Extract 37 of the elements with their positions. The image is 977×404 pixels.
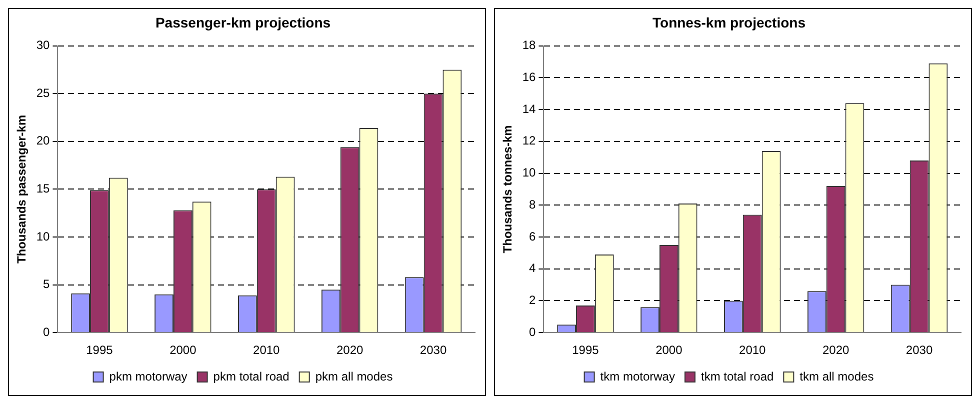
y-tick-label: 0 — [43, 324, 50, 339]
legend-label: tkm all modes — [800, 369, 874, 384]
y-tick-label: 25 — [36, 86, 50, 100]
y-tick-label: 0 — [529, 324, 536, 339]
legend-label: tkm total road — [700, 369, 774, 384]
x-tick-label: 2030 — [906, 343, 933, 358]
y-tick-label: 2 — [529, 293, 536, 308]
x-tick-label: 2010 — [739, 343, 766, 358]
y-tick-label: 5 — [43, 277, 50, 292]
y-tick-label: 14 — [522, 102, 536, 116]
y-tick-label: 4 — [529, 261, 536, 276]
x-tick-label: 2030 — [420, 343, 447, 358]
legend-label: pkm all modes — [315, 369, 393, 384]
x-tick-label: 1995 — [572, 343, 600, 358]
y-tick-label: 10 — [36, 229, 50, 244]
y-tick-label: 10 — [522, 166, 536, 180]
legend-label: pkm total road — [213, 369, 290, 384]
y-tick-label: 8 — [529, 197, 536, 212]
chart-title: Passenger-km projections — [155, 14, 331, 30]
y-tick-label: 20 — [36, 134, 50, 148]
x-tick-label: 1995 — [86, 343, 114, 358]
y-tick-label: 6 — [529, 229, 536, 244]
x-tick-label: 2020 — [336, 343, 364, 358]
y-tick-label: 30 — [36, 38, 50, 52]
legend-label: pkm motorway — [109, 369, 188, 384]
chart-title: Tonnes-km projections — [652, 14, 806, 30]
x-tick-label: 2000 — [170, 343, 197, 358]
y-tick-label: 12 — [522, 134, 536, 148]
y-axis-title: Thousands passenger-km — [14, 114, 29, 264]
y-axis-title: Thousands tonnes-km — [500, 125, 515, 254]
y-tick-label: 15 — [36, 182, 50, 196]
x-tick-label: 2010 — [253, 343, 280, 358]
legend-label: tkm motorway — [600, 369, 675, 384]
y-tick-label: 16 — [522, 70, 536, 84]
y-tick-label: 18 — [522, 38, 536, 52]
x-tick-label: 2020 — [822, 343, 850, 358]
x-tick-label: 2000 — [656, 343, 683, 358]
